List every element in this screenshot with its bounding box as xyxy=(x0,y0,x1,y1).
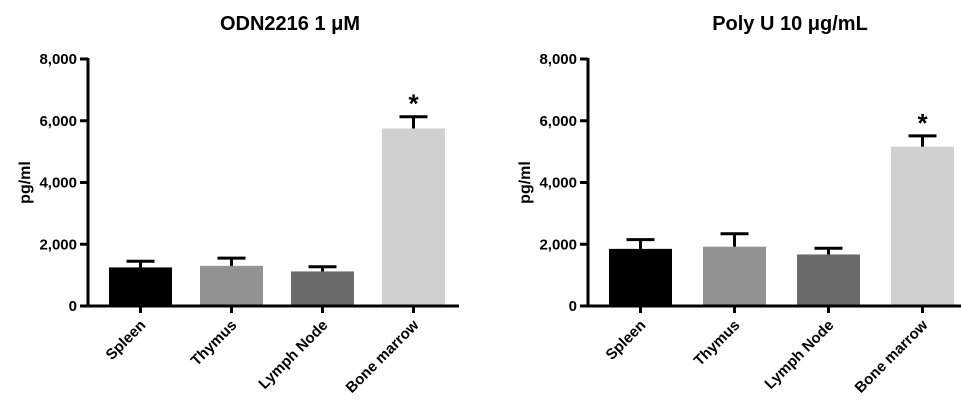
significance-marker: * xyxy=(917,108,928,138)
chart-panel-2: Poly U 10 μg/mL pg/ml Spleen Thymus Lymph No… xyxy=(517,13,961,397)
y-tick-label: 8,000 xyxy=(39,51,77,68)
y-axis-label: pg/ml xyxy=(17,161,34,204)
y-tick-label: 0 xyxy=(69,298,77,315)
y-tick-label: 2,000 xyxy=(39,236,77,253)
bar-4 xyxy=(891,146,954,306)
chart-panel-1: ODN2216 1 μM pg/ml Spleen Thymus Lymph Node *… xyxy=(17,13,459,397)
category-label: Lymph Node xyxy=(255,317,331,393)
category-label: Thymus xyxy=(691,317,744,370)
bar-4 xyxy=(382,128,445,306)
category-label: Spleen xyxy=(103,317,150,364)
bar-1 xyxy=(109,267,172,306)
chart-title: Poly U 10 μg/mL xyxy=(712,13,868,35)
bar-2 xyxy=(703,246,766,306)
y-tick-label: 4,000 xyxy=(39,175,77,192)
chart-title: ODN2216 1 μM xyxy=(220,13,360,35)
bar-2 xyxy=(200,265,263,306)
category-label: Thymus xyxy=(188,317,241,370)
category-label: Spleen xyxy=(603,317,650,364)
y-axis-label: pg/ml xyxy=(517,161,534,204)
bar-3 xyxy=(291,271,354,306)
y-tick-label: 8,000 xyxy=(539,51,577,68)
category-label: Bone marrow xyxy=(852,317,932,397)
y-tick-label: 6,000 xyxy=(39,113,77,130)
bar-3 xyxy=(797,254,860,306)
bar-1 xyxy=(609,248,672,306)
y-tick-label: 6,000 xyxy=(539,113,577,130)
significance-marker: * xyxy=(408,89,419,119)
y-tick-label: 0 xyxy=(569,298,577,315)
y-tick-label: 4,000 xyxy=(539,175,577,192)
category-label: Bone marrow xyxy=(343,317,423,397)
y-tick-label: 2,000 xyxy=(539,236,577,253)
category-label: Lymph Node xyxy=(761,317,837,393)
